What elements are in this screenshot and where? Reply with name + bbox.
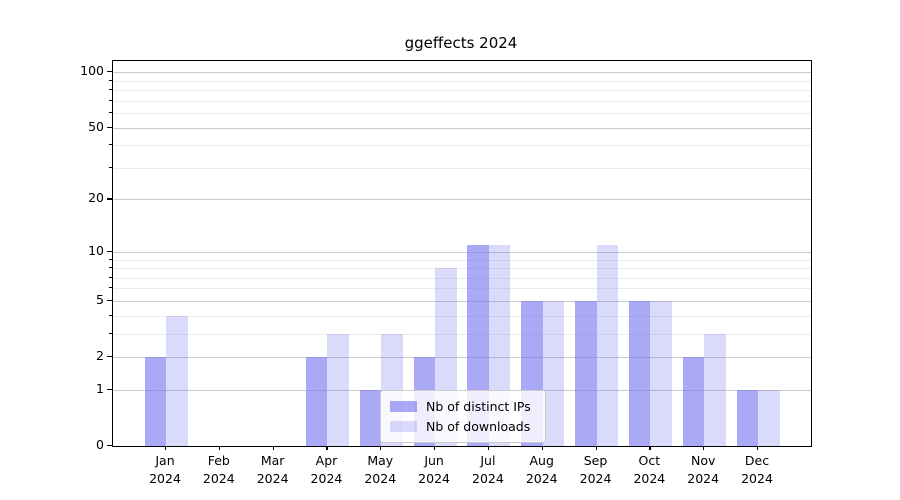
y-minor-tick-mark: [109, 99, 112, 101]
bar-downloads: [704, 333, 726, 446]
y-minor-tick-mark: [109, 79, 112, 81]
bar-downloads: [596, 244, 619, 446]
y-tick-mark: [107, 299, 112, 302]
y-minor-tick-mark: [109, 314, 112, 316]
y-major-gridline: [113, 127, 811, 129]
y-minor-gridline: [113, 333, 811, 335]
legend: Nb of distinct IPs Nb of downloads: [380, 390, 546, 443]
x-tick-mark: [218, 446, 220, 450]
y-tick-mark: [107, 71, 112, 73]
y-tick-label: 10: [88, 242, 104, 258]
bar-distinct-ips: [682, 357, 705, 446]
y-minor-gridline: [113, 100, 811, 102]
y-minor-tick-mark: [109, 276, 112, 278]
x-tick-label: Aug 2024: [525, 453, 558, 486]
x-tick-label: Jun 2024: [418, 453, 450, 486]
legend-swatch-downloads: [390, 420, 417, 432]
legend-entry-distinct-ips: Nb of distinct IPs: [390, 396, 536, 416]
y-tick-mark: [107, 198, 112, 200]
x-tick-mark: [541, 446, 543, 450]
y-minor-tick-mark: [109, 287, 112, 289]
y-minor-gridline: [113, 259, 811, 261]
x-tick-mark: [434, 446, 436, 450]
bar-distinct-ips: [628, 300, 651, 446]
y-minor-gridline: [113, 268, 811, 270]
x-tick-label: Apr 2024: [310, 453, 343, 486]
y-minor-gridline: [113, 80, 811, 82]
y-major-gridline: [113, 300, 811, 302]
y-major-gridline: [113, 199, 811, 201]
x-tick-label: Dec 2024: [741, 453, 773, 486]
bar-distinct-ips: [575, 300, 597, 446]
bar-distinct-ips: [305, 357, 328, 446]
x-tick-label: Mar 2024: [256, 453, 289, 486]
y-minor-gridline: [113, 277, 811, 279]
bar-downloads: [542, 300, 565, 446]
y-tick-label: 5: [96, 291, 104, 307]
y-minor-gridline: [113, 90, 811, 92]
bar-distinct-ips: [736, 389, 758, 446]
bar-downloads: [650, 300, 672, 446]
y-minor-tick-mark: [109, 267, 112, 269]
y-tick-mark: [107, 126, 112, 128]
y-minor-gridline: [113, 145, 811, 147]
x-tick-mark: [165, 446, 167, 450]
x-tick-label: Sep 2024: [579, 453, 612, 486]
y-minor-gridline: [113, 113, 811, 115]
bar-downloads: [758, 389, 780, 446]
bar-downloads: [327, 333, 349, 446]
x-tick-mark: [595, 446, 597, 450]
y-tick-mark: [107, 356, 112, 358]
y-major-gridline: [113, 357, 811, 359]
plot-area: [112, 60, 812, 447]
x-tick-label: Jan 2024: [149, 453, 181, 486]
y-tick-label: 100: [80, 63, 104, 79]
y-minor-tick-mark: [109, 112, 112, 114]
x-tick-mark: [326, 446, 328, 450]
bar-distinct-ips: [144, 357, 166, 446]
y-tick-label: 1: [96, 380, 104, 396]
x-tick-label: May 2024: [364, 453, 397, 486]
x-tick-mark: [380, 446, 382, 450]
y-minor-tick-mark: [109, 166, 112, 168]
chart-title: ggeffects 2024: [404, 34, 518, 52]
y-tick-mark: [107, 388, 112, 391]
bar-distinct-ips: [359, 389, 382, 446]
y-minor-tick-mark: [109, 144, 112, 146]
y-tick-label: 0: [96, 437, 104, 452]
x-tick-label: Oct 2024: [633, 453, 666, 486]
y-major-gridline: [113, 72, 811, 74]
y-minor-tick-mark: [109, 89, 112, 91]
y-tick-label: 20: [88, 190, 104, 206]
x-tick-label: Feb 2024: [202, 453, 235, 486]
legend-entry-downloads: Nb of downloads: [390, 416, 536, 436]
legend-swatch-distinct-ips: [390, 400, 417, 412]
y-major-gridline: [113, 251, 811, 253]
y-tick-mark: [107, 445, 112, 447]
y-minor-gridline: [113, 288, 811, 290]
x-tick-mark: [703, 446, 705, 450]
x-tick-mark: [649, 446, 651, 450]
x-tick-label: Jul 2024: [472, 453, 504, 486]
x-tick-mark: [272, 446, 274, 450]
y-minor-tick-mark: [109, 258, 112, 260]
x-tick-mark: [487, 446, 490, 450]
y-minor-tick-mark: [109, 332, 112, 334]
legend-label-downloads: Nb of downloads: [426, 418, 531, 434]
x-tick-mark: [757, 446, 759, 450]
y-tick-label: 2: [96, 348, 104, 364]
legend-label-distinct-ips: Nb of distinct IPs: [426, 398, 531, 414]
y-minor-gridline: [113, 167, 811, 169]
x-tick-label: Nov 2024: [687, 453, 720, 486]
y-tick-mark: [107, 250, 112, 252]
y-minor-gridline: [113, 315, 811, 317]
bar-downloads: [166, 315, 188, 446]
y-tick-label: 50: [88, 118, 104, 134]
